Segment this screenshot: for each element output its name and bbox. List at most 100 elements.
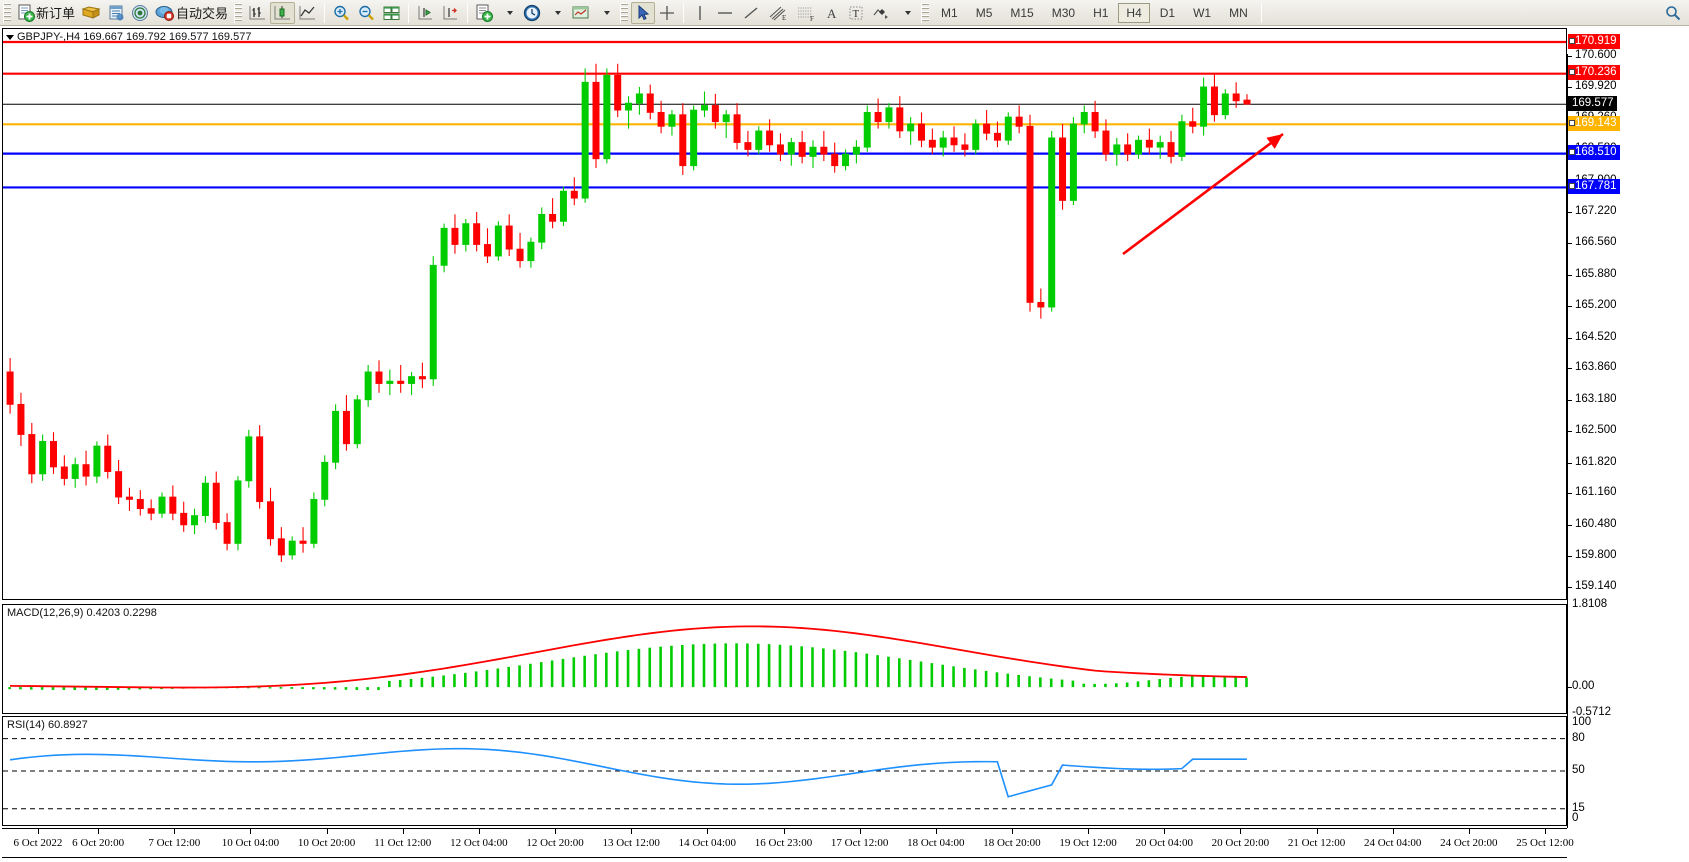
macd-scale-label: 0.00 [1572,680,1595,693]
toolbar-separator-2 [408,2,410,23]
timeframe-m30[interactable]: M30 [1051,5,1076,20]
vertical-line-icon[interactable] [688,2,712,24]
price-tick-mark [1568,431,1572,433]
time-tick-mark [1316,829,1318,834]
price-level-handle[interactable] [1569,69,1575,76]
cursor-icon[interactable] [631,1,656,24]
time-axis-label: 6 Oct 2022 [13,837,63,849]
time-tick-mark [478,829,480,834]
rsi-scale-label: 50 [1572,764,1585,776]
time-tick-mark [631,829,633,834]
symbol-ohlc-title: GBPJPY-,H4 169.667 169.792 169.577 169.5… [17,31,252,43]
toolbar-grip-3[interactable] [620,2,629,23]
folder-icon[interactable] [78,2,104,24]
text-icon[interactable]: A [820,2,844,24]
timeframe-h4[interactable]: H4 [1118,2,1150,23]
timeframe-m1[interactable]: M1 [941,5,958,20]
objects-dropdown-arrow[interactable] [894,2,918,24]
price-tick-label: 165.880 [1575,267,1617,280]
timeframe-h1[interactable]: H1 [1093,5,1109,20]
price-level-value: 169.577 [1572,96,1614,109]
signals-icon[interactable] [128,2,152,24]
equidistant-channel-icon[interactable]: E [764,2,792,24]
svg-text:E: E [782,14,786,22]
toolbar-grip-2[interactable] [234,2,243,23]
auto-trading-icon[interactable]: 自动交易 [152,2,231,24]
periods-icon[interactable] [520,2,544,24]
symbol-collapse-icon[interactable] [6,35,14,40]
time-axis-border [2,857,1567,858]
zoom-out-icon[interactable] [354,2,379,24]
objects-icon[interactable] [868,2,894,24]
price-level-tag-support[interactable]: 167.781 [1568,178,1620,194]
price-level-tag-resistance[interactable]: 170.919 [1568,33,1620,49]
candlestick-chart-icon[interactable] [270,1,296,24]
crosshair-icon[interactable] [655,2,679,24]
price-level-tag-support[interactable]: 168.510 [1568,145,1620,161]
rsi-pane[interactable]: RSI(14) 60.8927 [2,716,1567,826]
fibonacci-icon[interactable]: F [792,2,820,24]
price-candlestick-plot [3,40,1566,562]
shift-end-icon[interactable] [413,2,438,24]
auto-scroll-icon[interactable] [438,2,463,24]
bar-chart-icon[interactable] [245,2,270,24]
price-tick-label: 169.920 [1575,80,1617,93]
timeframe-m5[interactable]: M5 [975,5,993,20]
time-tick-mark [38,829,39,834]
zoom-in-icon[interactable] [329,2,354,24]
price-level-tag-pivot[interactable]: 169.143 [1568,115,1620,131]
time-tick-mark [250,829,252,834]
toolbar-grip[interactable] [3,2,11,23]
time-tick-mark [1164,829,1166,834]
indicators-dropdown-arrow[interactable] [496,2,520,24]
price-level-handle[interactable] [1569,119,1575,126]
chart-area[interactable]: GBPJPY-,H4 169.667 169.792 169.577 169.5… [0,26,1689,862]
price-level-handle[interactable] [1569,37,1575,44]
price-level-tag-resistance[interactable]: 170.236 [1568,65,1620,81]
time-axis[interactable]: 6 Oct 2022 6 Oct 20:00 7 Oct 12:00 10 Oct 0… [2,828,1574,858]
toolbar-separator-4 [683,2,685,23]
time-tick-mark [174,829,176,834]
new-order-button[interactable]: 新订单 [14,2,78,24]
indicators-icon[interactable] [472,2,496,24]
price-tick-label: 162.500 [1575,424,1617,437]
price-axis[interactable]: 170.600169.920169.260168.580167.900167.2… [1567,33,1689,828]
periods-dropdown-arrow[interactable] [544,2,568,24]
macd-pane[interactable]: MACD(12,26,9) 0.4203 0.2298 [2,604,1567,714]
price-tick-label: 163.180 [1575,392,1617,405]
price-tick-label: 160.480 [1575,517,1617,530]
time-axis-label: 14 Oct 04:00 [678,837,737,849]
price-tick-label: 159.800 [1575,549,1617,562]
horizontal-line-icon[interactable] [712,2,738,24]
templates-dropdown-arrow[interactable] [593,2,617,24]
price-axis-divider [1567,54,1568,828]
price-level-value: 169.143 [1575,116,1617,129]
rsi-scale-label: 15 [1572,801,1585,814]
timeframe-w1[interactable]: W1 [1193,5,1212,20]
price-tick-mark [1568,368,1572,370]
price-level-handle[interactable] [1569,182,1575,189]
timeframe-m15[interactable]: M15 [1010,5,1034,20]
price-tick-mark [1568,337,1572,339]
price-level-handle[interactable] [1569,149,1575,156]
price-chart-pane[interactable]: GBPJPY-,H4 169.667 169.792 169.577 169.5… [2,28,1567,600]
line-chart-icon[interactable] [295,2,320,24]
price-level-tag-current-price[interactable]: 169.577 [1568,95,1617,111]
price-tick-mark [1568,212,1572,214]
price-tick-mark [1568,243,1572,245]
data-window-icon[interactable] [104,2,128,24]
toolbar-separator-1 [324,2,326,23]
timeframe-mn[interactable]: MN [1229,5,1248,20]
timeframe-d1[interactable]: D1 [1159,5,1176,20]
trendline-icon[interactable] [738,2,764,24]
templates-icon[interactable] [568,2,593,24]
tile-windows-icon[interactable] [379,2,404,24]
price-tick-mark [1568,586,1572,588]
price-tick-mark [1568,399,1572,401]
search-icon[interactable] [1661,2,1685,24]
time-tick-mark [1392,829,1394,834]
time-axis-label: 18 Oct 04:00 [907,837,965,849]
toolbar-grip-4[interactable] [921,2,930,23]
text-label-icon[interactable]: T [844,2,868,24]
time-axis-label: 21 Oct 12:00 [1287,837,1346,849]
